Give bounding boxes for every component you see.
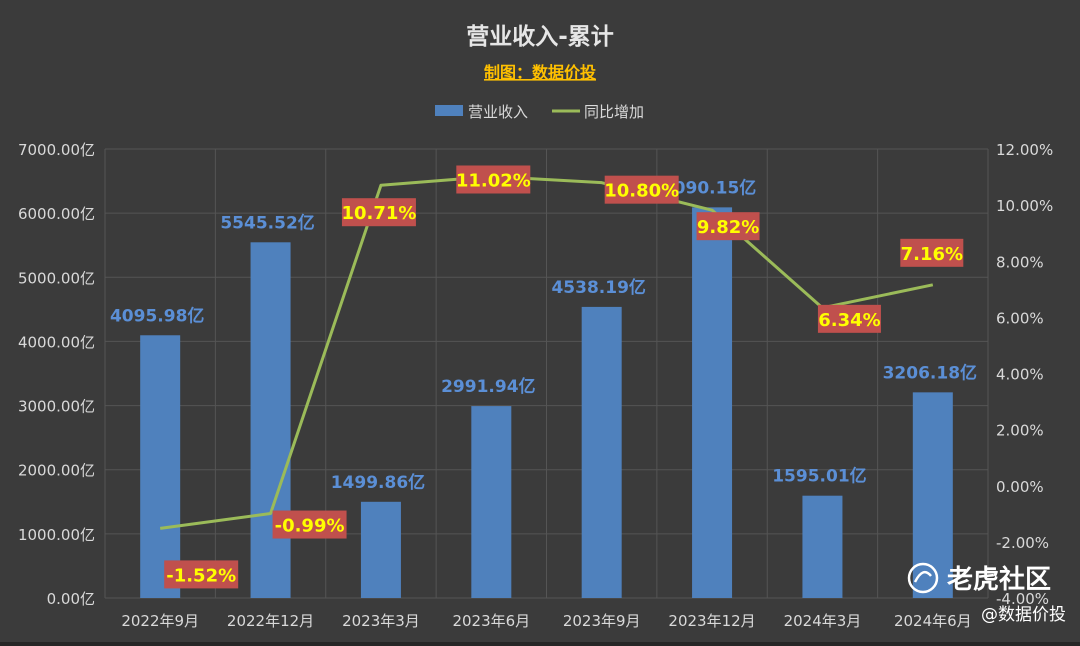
bar xyxy=(802,495,843,598)
y-right-tick-label: 6.00% xyxy=(996,309,1044,327)
x-tick-label: 2023年12月 xyxy=(668,612,755,630)
growth-value-label: 7.16% xyxy=(901,244,963,265)
y-right-tick-label: 8.00% xyxy=(996,253,1044,271)
y-right-tick-label: 10.00% xyxy=(996,197,1053,215)
bar xyxy=(140,335,181,598)
bar xyxy=(692,207,733,598)
growth-line xyxy=(159,175,934,530)
line-series xyxy=(159,175,934,530)
y-left-tick-label: 1000.00亿 xyxy=(18,526,95,544)
y-right-tick-label: 2.00% xyxy=(996,422,1044,440)
chart-subtitle: 制图：数据价投 xyxy=(484,63,596,82)
bar-value-label: 4538.19亿 xyxy=(551,277,645,298)
y-right-tick-label: -2.00% xyxy=(996,534,1049,552)
growth-label-box xyxy=(900,238,964,267)
legend-swatch-bar xyxy=(435,105,463,116)
growth-label-box xyxy=(164,560,239,589)
growth-value-label: 10.71% xyxy=(341,203,416,224)
tiger-logo-stripe xyxy=(913,570,932,583)
watermark: 老虎社区 @数据价投 xyxy=(907,562,1066,625)
tiger-logo-icon xyxy=(907,562,939,594)
x-tick-label: 2022年12月 xyxy=(227,612,314,630)
growth-value-label: 6.34% xyxy=(818,310,880,331)
axes: 0.00亿 1000.00亿 2000.00亿 3000.00亿 4000.00亿 500… xyxy=(18,141,1053,630)
y-right-tick-label: 0.00% xyxy=(996,478,1044,496)
x-tick-label: 2022年9月 xyxy=(121,612,199,630)
x-tick-label: 2023年3月 xyxy=(342,612,420,630)
watermark-handle: @数据价投 xyxy=(981,605,1066,625)
growth-value-label: 9.82% xyxy=(697,217,759,238)
chart-title: 营业收入-累计 xyxy=(466,23,614,50)
y-right-tick-label: -4.00% xyxy=(996,590,1049,608)
bar-value-label: 5545.52亿 xyxy=(220,212,314,233)
bar xyxy=(360,501,401,598)
growth-value-label: 11.02% xyxy=(456,171,531,192)
y-right-tick-label: 4.00% xyxy=(996,366,1044,384)
y-left-tick-label: 5000.00亿 xyxy=(18,269,95,287)
bar xyxy=(581,306,622,598)
bar-value-label: 1499.86亿 xyxy=(331,472,425,493)
bar-value-label: 6090.15亿 xyxy=(662,177,756,198)
bar-value-label: 3206.18亿 xyxy=(883,362,977,383)
growth-label-box xyxy=(456,165,531,194)
x-tick-label: 2024年6月 xyxy=(894,612,972,630)
growth-value-label: -0.99% xyxy=(275,516,345,537)
growth-label-box xyxy=(341,198,416,227)
growth-label-box xyxy=(604,175,679,204)
watermark-brand: 老虎社区 xyxy=(947,564,1051,595)
bar xyxy=(471,406,512,598)
y-left-tick-label: 6000.00亿 xyxy=(18,205,95,223)
bar xyxy=(250,242,291,599)
y-left-tick-label: 3000.00亿 xyxy=(18,398,95,416)
x-tick-label: 2024年3月 xyxy=(784,612,862,630)
y-left-tick-label: 4000.00亿 xyxy=(18,333,95,351)
growth-value-label: 10.80% xyxy=(604,181,679,202)
x-tick-label: 2023年9月 xyxy=(563,612,641,630)
y-left-tick-label: 0.00亿 xyxy=(47,590,95,608)
legend: 营业收入 同比增加 xyxy=(435,103,644,121)
data-labels: 4095.98亿 5545.52亿 1499.86亿 2991.94亿 4538.19亿… xyxy=(110,165,977,589)
growth-label-box xyxy=(272,510,347,539)
growth-value-label: -1.52% xyxy=(166,565,236,586)
bar-value-label: 2991.94亿 xyxy=(441,376,535,397)
legend-label-bar: 营业收入 xyxy=(468,103,528,121)
bar-value-label: 1595.01亿 xyxy=(772,466,866,487)
y-left-tick-label: 2000.00亿 xyxy=(18,462,95,480)
growth-label-box xyxy=(817,304,881,333)
legend-label-line: 同比增加 xyxy=(584,103,644,121)
growth-label-box xyxy=(696,212,760,241)
y-right-tick-label: 12.00% xyxy=(996,141,1053,159)
bar-value-label: 4095.98亿 xyxy=(110,305,204,326)
y-left-tick-label: 7000.00亿 xyxy=(18,141,95,159)
x-tick-label: 2023年6月 xyxy=(452,612,530,630)
bars xyxy=(140,207,953,599)
